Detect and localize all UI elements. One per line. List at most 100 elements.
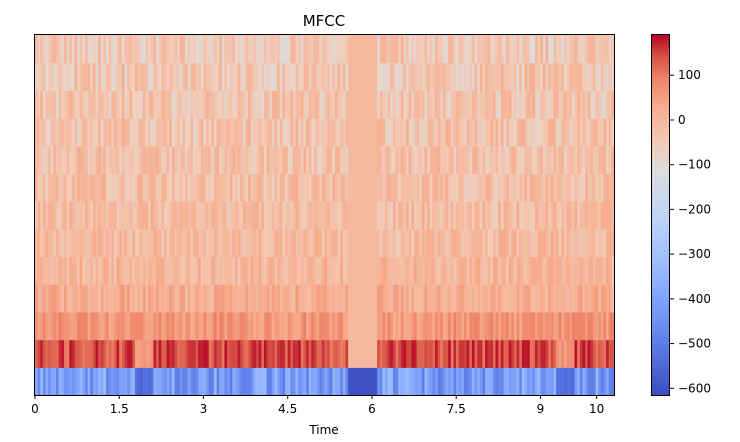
heatmap-cell <box>453 367 457 396</box>
heatmap-cell <box>532 118 536 147</box>
heatmap-cell <box>406 256 410 285</box>
heatmap-cell <box>406 145 410 175</box>
heatmap-cell <box>53 145 57 175</box>
heatmap-cell <box>611 90 615 119</box>
heatmap-cell <box>516 284 520 313</box>
heatmap-cell <box>98 145 102 175</box>
heatmap-cell <box>53 62 57 91</box>
heatmap-cell <box>208 339 212 368</box>
heatmap-cell <box>248 284 252 313</box>
heatmap-cell <box>103 35 107 64</box>
heatmap-cell <box>479 284 484 313</box>
heatmap-cell <box>179 201 183 230</box>
heatmap-cell <box>153 35 157 64</box>
heatmap-cell <box>361 62 365 91</box>
heatmap-cell <box>469 90 473 119</box>
heatmap-cell <box>229 311 233 341</box>
heatmap-cell <box>261 367 265 396</box>
heatmap-cell <box>308 173 312 202</box>
heatmap-cell <box>508 90 512 119</box>
heatmap-cell <box>35 367 39 396</box>
heatmap-cell <box>390 339 394 368</box>
heatmap-cell <box>145 145 149 175</box>
heatmap-cell <box>432 90 436 119</box>
heatmap-cell <box>153 173 157 202</box>
heatmap-cell <box>282 201 286 230</box>
heatmap-cell <box>111 201 115 230</box>
heatmap-cell <box>45 145 49 175</box>
heatmap-cell <box>508 311 512 341</box>
heatmap-cell <box>182 173 186 202</box>
heatmap-cell <box>177 173 181 202</box>
heatmap-cell <box>269 367 273 396</box>
heatmap-cell <box>592 284 597 313</box>
heatmap-cell <box>532 228 536 258</box>
heatmap-cell <box>82 311 86 341</box>
heatmap-cell <box>313 367 318 396</box>
heatmap-cell <box>361 35 365 64</box>
heatmap-cell <box>324 201 328 230</box>
heatmap-cell <box>229 256 233 285</box>
heatmap-cell <box>353 284 357 313</box>
heatmap-cell <box>419 90 423 119</box>
heatmap-cell <box>361 145 365 175</box>
heatmap-cell <box>485 339 489 368</box>
heatmap-cell <box>385 62 389 91</box>
heatmap-cell <box>363 90 368 119</box>
heatmap-cell <box>224 311 228 341</box>
heatmap-cell <box>471 339 476 368</box>
heatmap-cell <box>56 311 60 341</box>
heatmap-cell <box>611 35 615 64</box>
heatmap-cell <box>569 339 573 368</box>
heatmap-cell <box>145 118 149 147</box>
heatmap-cell <box>477 367 481 396</box>
heatmap-cell <box>358 35 362 64</box>
heatmap-cell <box>71 118 76 147</box>
colorbar <box>651 34 669 396</box>
heatmap-cell <box>156 145 160 175</box>
heatmap-cell <box>108 173 112 202</box>
heatmap-cell <box>461 145 465 175</box>
heatmap-cell <box>495 256 499 285</box>
heatmap-cell <box>550 173 555 202</box>
heatmap-cell <box>163 311 168 341</box>
heatmap-cell <box>585 367 589 396</box>
heatmap-cell <box>558 90 562 119</box>
heatmap-cell <box>240 339 244 368</box>
heatmap-cell <box>190 228 194 258</box>
heatmap-cell <box>469 339 473 368</box>
heatmap-cell <box>369 284 373 313</box>
heatmap-cell <box>429 173 433 202</box>
heatmap-cell <box>61 367 65 396</box>
heatmap-cell <box>487 367 491 396</box>
heatmap-cell <box>490 145 494 175</box>
heatmap-cell <box>35 173 39 202</box>
heatmap-cell <box>606 311 610 341</box>
heatmap-cell <box>421 118 426 147</box>
heatmap-cell <box>358 256 362 285</box>
heatmap-cell <box>282 118 286 147</box>
heatmap-cell <box>179 90 183 119</box>
heatmap-cell <box>448 284 452 313</box>
heatmap-cell <box>516 145 520 175</box>
heatmap-cell <box>306 228 310 258</box>
heatmap-cell <box>432 35 436 64</box>
heatmap-cell <box>108 201 112 230</box>
heatmap-cell <box>600 173 605 202</box>
heatmap-cell <box>103 118 107 147</box>
heatmap-cell <box>137 173 141 202</box>
heatmap-cell <box>569 173 573 202</box>
heatmap-cell <box>56 256 60 285</box>
heatmap-cell <box>579 256 584 285</box>
heatmap-cell <box>306 90 310 119</box>
heatmap-cell <box>350 118 355 147</box>
heatmap-cell <box>371 256 376 285</box>
heatmap-cell <box>232 367 236 396</box>
heatmap-cell <box>529 145 534 175</box>
heatmap-cell <box>569 367 573 396</box>
heatmap-cell <box>598 35 602 64</box>
heatmap-cell <box>95 62 99 91</box>
heatmap-cell <box>321 367 326 396</box>
heatmap-cell <box>466 173 470 202</box>
heatmap-cell <box>608 62 612 91</box>
